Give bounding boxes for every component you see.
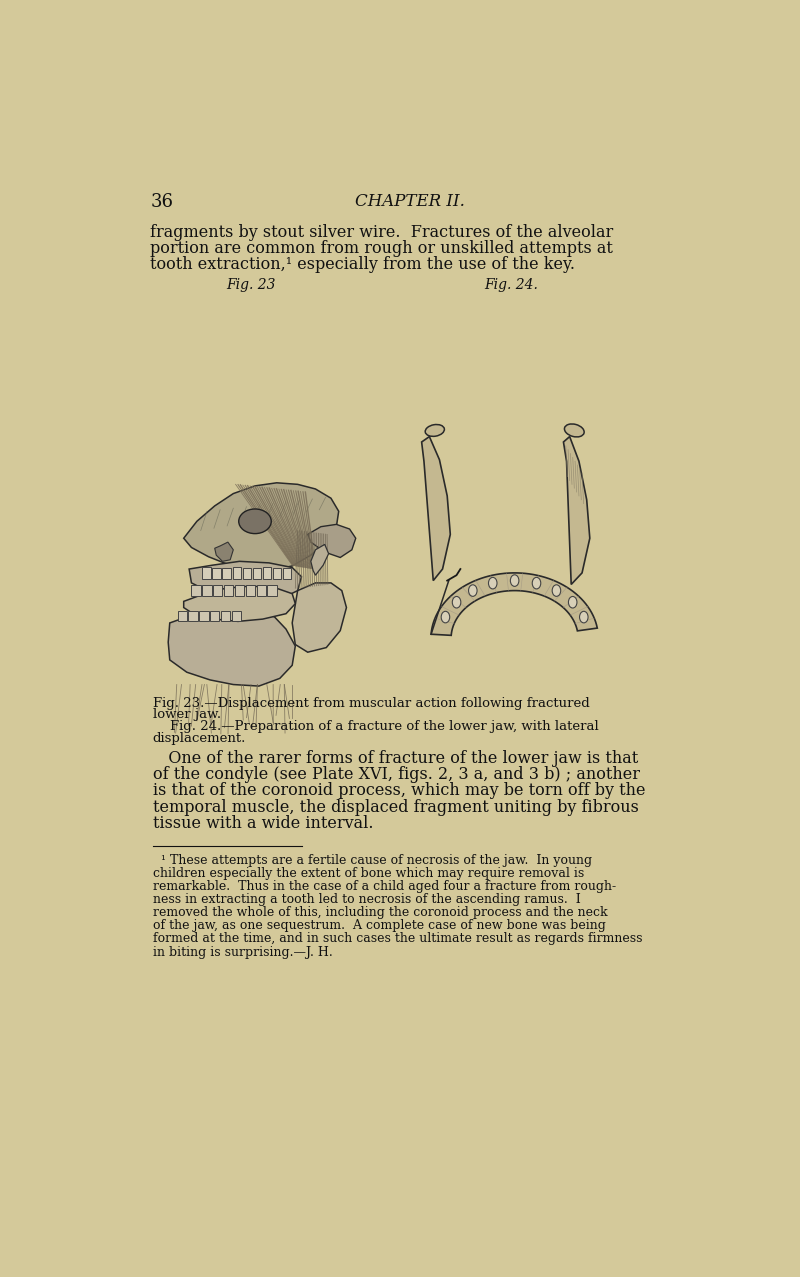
Polygon shape	[184, 586, 295, 622]
Polygon shape	[214, 543, 234, 562]
Bar	[202, 567, 211, 578]
Bar	[235, 585, 244, 596]
Text: ness in extracting a tooth led to necrosis of the ascending ramus.  I: ness in extracting a tooth led to necros…	[153, 893, 581, 907]
Polygon shape	[422, 437, 450, 581]
Text: temporal muscle, the displaced fragment uniting by fibrous: temporal muscle, the displaced fragment …	[153, 798, 638, 816]
Bar	[212, 567, 221, 578]
Ellipse shape	[552, 585, 561, 596]
Ellipse shape	[452, 596, 461, 608]
Bar	[283, 568, 291, 578]
Polygon shape	[308, 525, 356, 558]
Polygon shape	[310, 544, 329, 575]
Ellipse shape	[532, 577, 541, 589]
Bar	[253, 568, 261, 578]
Text: Fig. 23.—Displacement from muscular action following fractured: Fig. 23.—Displacement from muscular acti…	[153, 697, 590, 710]
Bar	[210, 610, 219, 622]
Bar	[267, 585, 277, 596]
Text: Fig. 23: Fig. 23	[226, 278, 276, 292]
Text: tooth extraction,¹ especially from the use of the key.: tooth extraction,¹ especially from the u…	[150, 257, 575, 273]
Polygon shape	[189, 562, 302, 600]
Polygon shape	[168, 609, 295, 686]
Bar	[233, 567, 241, 578]
Text: ¹ These attempts are a fertile cause of necrosis of the jaw.  In young: ¹ These attempts are a fertile cause of …	[153, 854, 592, 867]
Bar	[178, 610, 187, 622]
Polygon shape	[184, 483, 338, 571]
Text: removed the whole of this, including the coronoid process and the neck: removed the whole of this, including the…	[153, 907, 607, 919]
Bar	[246, 585, 255, 596]
Bar	[188, 610, 198, 622]
Ellipse shape	[469, 585, 477, 596]
Bar	[202, 585, 211, 596]
Bar	[242, 567, 251, 578]
Ellipse shape	[569, 596, 577, 608]
Ellipse shape	[565, 424, 584, 437]
Bar	[191, 585, 201, 596]
Text: children especially the extent of bone which may require removal is: children especially the extent of bone w…	[153, 867, 584, 880]
Ellipse shape	[426, 424, 444, 437]
Ellipse shape	[489, 577, 497, 589]
Polygon shape	[292, 582, 346, 653]
Text: fragments by stout silver wire.  Fractures of the alveolar: fragments by stout silver wire. Fracture…	[150, 223, 614, 241]
Bar	[262, 567, 271, 578]
Ellipse shape	[510, 575, 519, 586]
Text: in biting is surprising.—J. H.: in biting is surprising.—J. H.	[153, 945, 333, 959]
Ellipse shape	[238, 510, 271, 534]
Ellipse shape	[579, 612, 588, 623]
Polygon shape	[563, 437, 590, 585]
Text: of the condyle (see Plate XVI, figs. 2, 3 a, and 3 b) ; another: of the condyle (see Plate XVI, figs. 2, …	[153, 766, 640, 783]
Bar	[224, 585, 234, 596]
Text: portion are common from rough or unskilled attempts at: portion are common from rough or unskill…	[150, 240, 614, 257]
Text: 36: 36	[150, 193, 174, 211]
Bar	[221, 610, 230, 622]
Text: Fig. 24.—Preparation of a fracture of the lower jaw, with lateral: Fig. 24.—Preparation of a fracture of th…	[153, 720, 598, 733]
Text: CHAPTER II.: CHAPTER II.	[355, 193, 465, 211]
Text: Fig. 24.: Fig. 24.	[484, 278, 538, 292]
Polygon shape	[431, 573, 598, 636]
Text: remarkable.  Thus in the case of a child aged four a fracture from rough-: remarkable. Thus in the case of a child …	[153, 880, 616, 893]
Text: tissue with a wide interval.: tissue with a wide interval.	[153, 815, 373, 831]
Bar	[257, 585, 266, 596]
Bar	[273, 567, 282, 578]
Text: formed at the time, and in such cases the ultimate result as regards firmness: formed at the time, and in such cases th…	[153, 932, 642, 945]
Ellipse shape	[441, 612, 450, 623]
Text: displacement.: displacement.	[153, 732, 246, 744]
Text: is that of the coronoid process, which may be torn off by the: is that of the coronoid process, which m…	[153, 783, 646, 799]
Bar	[199, 610, 209, 622]
Bar	[232, 610, 241, 622]
Text: One of the rarer forms of fracture of the lower jaw is that: One of the rarer forms of fracture of th…	[153, 750, 638, 767]
Text: lower jaw.: lower jaw.	[153, 709, 221, 722]
Bar	[213, 585, 222, 596]
Bar	[222, 568, 231, 578]
Text: of the jaw, as one sequestrum.  A complete case of new bone was being: of the jaw, as one sequestrum. A complet…	[153, 919, 606, 932]
